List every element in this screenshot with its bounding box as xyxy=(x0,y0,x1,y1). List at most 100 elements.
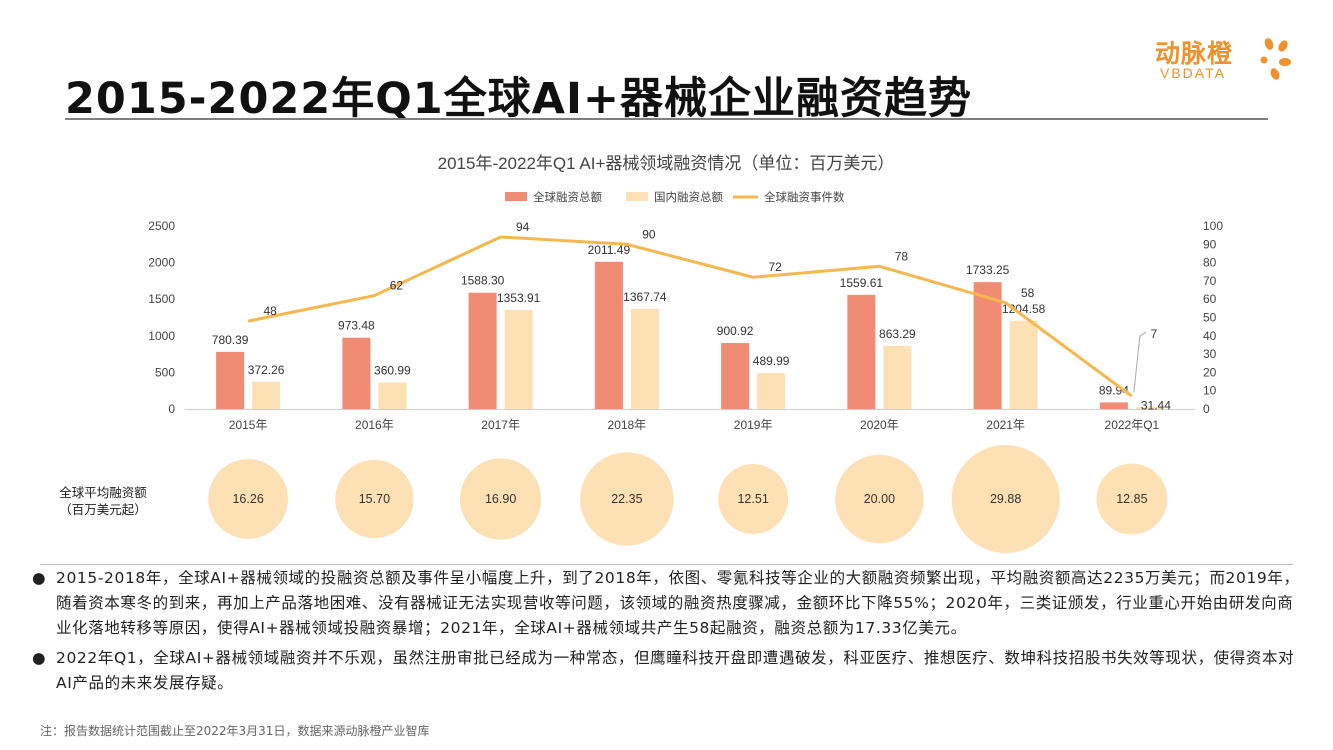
legend-label: 全球融资总额 xyxy=(533,190,602,204)
domestic-bar-label: 1204.58 xyxy=(1002,302,1046,316)
avg-funding-bubble xyxy=(1096,463,1168,535)
y-right-tick-label: 40 xyxy=(1203,329,1217,343)
global-bar xyxy=(342,337,371,409)
page-title: 2015-2022年Q1全球AI+器械企业融资趋势 xyxy=(65,74,972,124)
y-left-tick-label: 1000 xyxy=(148,329,175,343)
avg-funding-value: 16.90 xyxy=(485,492,516,506)
events-line-label: 90 xyxy=(642,227,656,241)
y-right-tick-label: 60 xyxy=(1203,292,1217,306)
avg-funding-value: 16.26 xyxy=(232,492,263,506)
x-tick-label: 2022年Q1 xyxy=(1105,418,1160,432)
global-bar-label: 973.48 xyxy=(338,319,375,333)
avg-funding-value: 12.51 xyxy=(737,492,768,506)
events-line-label: 48 xyxy=(263,304,277,318)
avg-funding-bubble xyxy=(718,464,789,534)
domestic-bar-label: 1367.74 xyxy=(623,290,667,304)
x-tick-label: 2015年 xyxy=(229,418,268,432)
events-line-label: 72 xyxy=(768,260,782,274)
global-bar xyxy=(721,343,750,409)
footnote: 注：报告数据统计范围截止至2022年3月31日，数据来源动脉橙产业智库 xyxy=(40,724,430,738)
title-divider xyxy=(65,118,1268,120)
legend-swatch xyxy=(626,192,648,201)
logo-subtext: VBDATA xyxy=(1160,65,1226,81)
global-bar xyxy=(973,282,1002,409)
domestic-bar-label: 489.99 xyxy=(753,354,790,368)
domestic-bar-label: 31.44 xyxy=(1141,399,1171,413)
logo-mark-icon xyxy=(1260,38,1291,80)
x-tick-label: 2021年 xyxy=(986,418,1025,432)
avg-funding-bubble xyxy=(835,454,924,544)
avg-funding-value: 12.85 xyxy=(1116,492,1147,506)
global-bar-label: 2011.49 xyxy=(588,243,631,257)
bullet-item: ● 2022年Q1，全球AI+器械领域融资并不乐观，虽然注册审批已经成为一种常态… xyxy=(30,646,1305,696)
global-bar xyxy=(468,292,497,409)
avg-funding-bubble xyxy=(335,459,414,539)
legend-label: 国内融资总额 xyxy=(654,190,723,204)
funding-chart: 2015年-2022年Q1 AI+器械领域融资情况（单位：百万美元） 全球融资总额… xyxy=(59,154,1223,553)
logo: 动脉橙 VBDATA xyxy=(1155,34,1295,84)
domestic-bar-label: 372.26 xyxy=(248,363,285,377)
legend-swatch xyxy=(505,192,527,201)
domestic-bar xyxy=(630,308,659,409)
y-right-tick-label: 50 xyxy=(1203,311,1217,325)
y-left-tick-label: 2500 xyxy=(148,219,175,233)
bullet-text: 2022年Q1，全球AI+器械领域融资并不乐观，虽然注册审批已经成为一种常态，但… xyxy=(56,649,1295,692)
y-left-tick-label: 1500 xyxy=(148,292,175,306)
y-right-tick-label: 30 xyxy=(1203,347,1217,361)
y-right-tick-label: 100 xyxy=(1203,219,1223,233)
avg-funding-bubble xyxy=(208,459,288,539)
y-right-tick-label: 0 xyxy=(1203,402,1210,416)
avg-funding-value: 29.88 xyxy=(990,492,1021,506)
domestic-bar xyxy=(1009,320,1038,409)
avg-funding-value: 22.35 xyxy=(611,492,642,506)
events-line-label: 94 xyxy=(516,220,530,234)
bubble-row-label: （百万美元起） xyxy=(59,503,147,517)
domestic-bar xyxy=(1135,406,1164,409)
x-tick-label: 2018年 xyxy=(608,418,647,432)
bullet-icon: ● xyxy=(32,649,47,667)
global-bar xyxy=(216,351,245,409)
legend-label: 全球融资事件数 xyxy=(764,190,845,204)
y-right-tick-label: 10 xyxy=(1203,384,1217,398)
y-left-tick-label: 0 xyxy=(168,402,175,416)
global-bar-label: 900.92 xyxy=(717,324,754,338)
global-bar-label: 1559.61 xyxy=(840,276,884,290)
domestic-bar xyxy=(504,309,533,409)
domestic-bar-label: 1353.91 xyxy=(497,291,541,305)
domestic-bar xyxy=(378,382,407,409)
y-right-tick-label: 70 xyxy=(1203,274,1217,288)
y-right-tick-label: 80 xyxy=(1203,256,1217,270)
y-left-tick-label: 500 xyxy=(155,365,175,379)
domestic-bar-label: 360.99 xyxy=(374,364,411,378)
x-tick-label: 2019年 xyxy=(734,418,773,432)
global-bar xyxy=(1099,402,1128,409)
bubble-row-label: 全球平均融资额 xyxy=(59,485,147,500)
y-right-tick-label: 20 xyxy=(1203,365,1217,379)
x-tick-label: 2020年 xyxy=(860,418,899,432)
y-right-tick-label: 90 xyxy=(1203,237,1217,251)
logo-text: 动脉橙 xyxy=(1155,39,1234,68)
avg-funding-bubble xyxy=(580,452,674,546)
domestic-bar xyxy=(252,381,281,409)
chart-title: 2015年-2022年Q1 AI+器械领域融资情况（单位：百万美元） xyxy=(438,154,895,173)
events-line-label: 62 xyxy=(390,279,404,293)
global-bar-label: 1588.30 xyxy=(461,274,505,288)
domestic-bar xyxy=(883,345,912,409)
global-bar-label: 1733.25 xyxy=(966,263,1010,277)
global-bar-label: 780.39 xyxy=(212,333,249,347)
events-line-label: 58 xyxy=(1021,286,1035,300)
avg-funding-value: 20.00 xyxy=(864,492,895,506)
global-bar xyxy=(847,294,876,409)
chart-divider xyxy=(40,564,1293,565)
domestic-bar-label: 863.29 xyxy=(879,327,916,341)
avg-funding-value: 15.70 xyxy=(359,492,390,506)
global-bar xyxy=(594,261,623,409)
events-line-label: 7 xyxy=(1151,327,1158,341)
bullet-list: ● 2015-2018年，全球AI+器械领域的投融资总额及事件呈小幅度上升，到了… xyxy=(30,566,1305,701)
avg-funding-bubble xyxy=(460,458,542,540)
x-tick-label: 2016年 xyxy=(355,418,394,432)
domestic-bar xyxy=(757,373,786,409)
bullet-text: 2015-2018年，全球AI+器械领域的投融资总额及事件呈小幅度上升，到了20… xyxy=(56,569,1300,637)
bullet-icon: ● xyxy=(32,569,47,587)
x-tick-label: 2017年 xyxy=(481,418,520,432)
